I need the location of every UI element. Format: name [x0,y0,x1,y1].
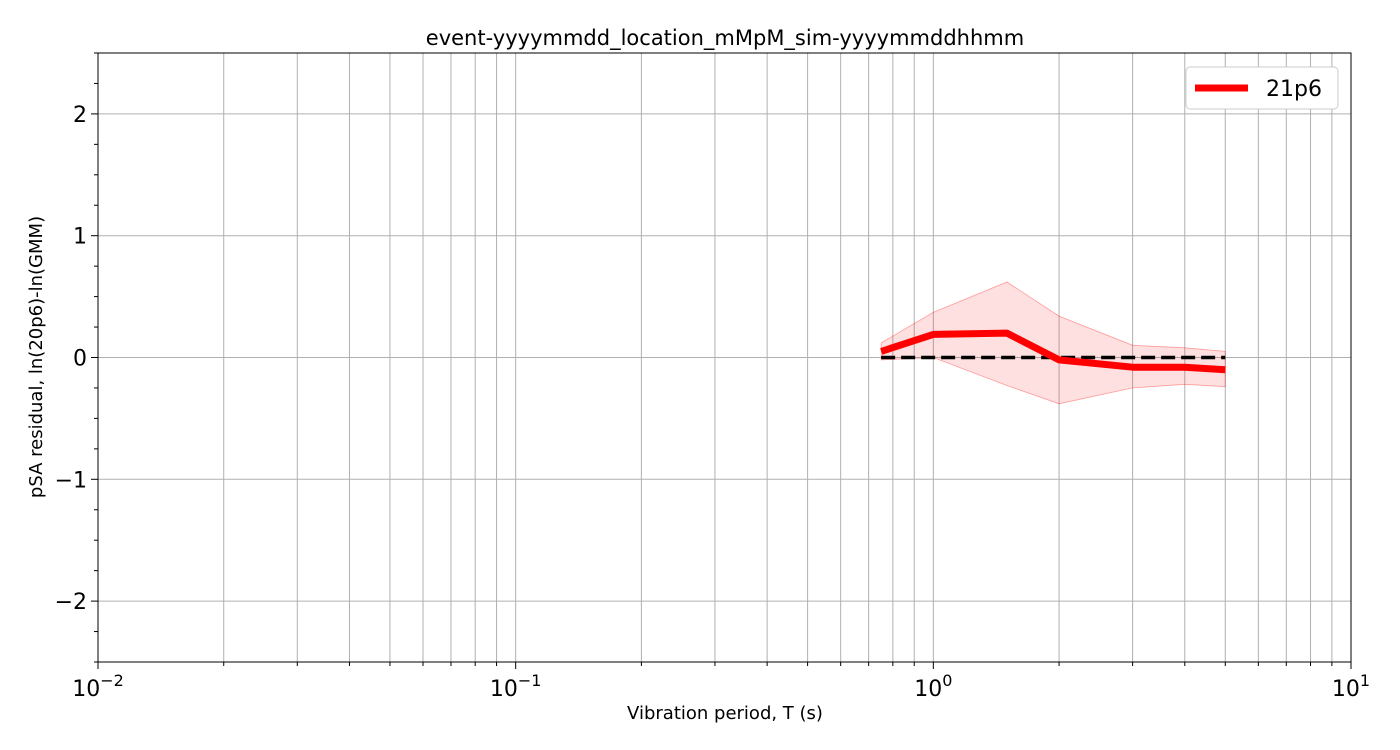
x-tick-label: 101 [1332,671,1370,702]
x-axis-label: Vibration period, T (s) [627,703,823,724]
y-axis-label: pSA residual, ln(20p6)-ln(GMM) [26,216,47,498]
y-tick-label: 0 [73,347,87,372]
legend-box [1185,66,1339,110]
x-tick-label: 10−2 [72,671,124,702]
confidence-band-21p6 [880,281,1226,405]
chart-title: event-yyyymmdd_location_mMpM_sim-yyyymmd… [426,26,1024,51]
ticks: 10−2 10−1 100 101 −2 −1 0 1 2 [55,52,1370,702]
confidence-band-layer [880,281,1226,405]
x-tick-label: 100 [914,671,952,702]
y-tick-label: 2 [73,103,87,128]
series-layer [880,329,1226,374]
legend: 21p6 [1185,66,1339,110]
series-line-21p6 [880,329,1226,374]
x-tick-label: 10−1 [490,671,542,702]
y-tick-label: −2 [55,590,87,615]
y-tick-label: −1 [55,468,87,493]
legend-label-21p6: 21p6 [1266,77,1322,102]
y-tick-label: 1 [73,225,87,250]
grid [97,53,1352,662]
